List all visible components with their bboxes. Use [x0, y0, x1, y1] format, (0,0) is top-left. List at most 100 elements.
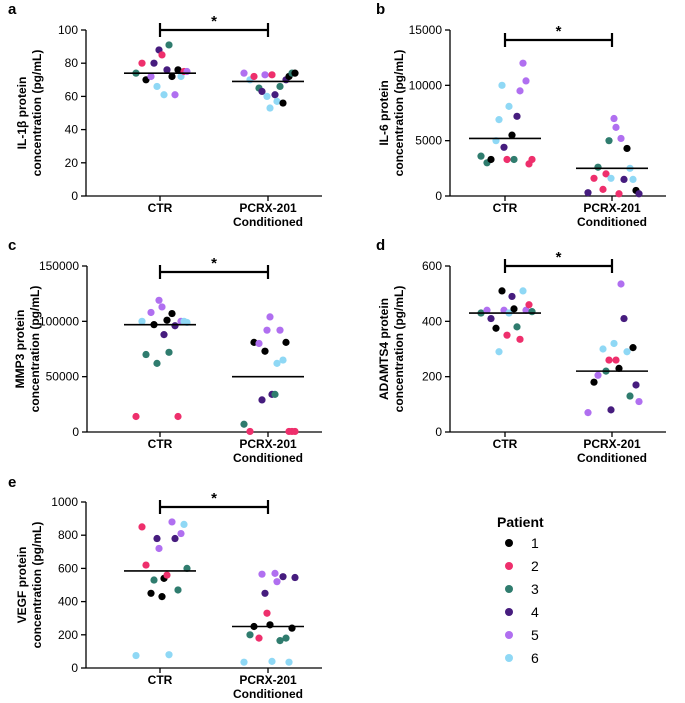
- data-point-patient-3: [153, 359, 161, 367]
- data-point-patient-6: [132, 651, 140, 660]
- data-point-patient-2: [590, 174, 598, 182]
- x-category-label: Conditioned: [233, 215, 303, 229]
- data-point-patient-1: [163, 316, 171, 324]
- data-point-patient-5: [168, 518, 176, 526]
- data-point-patient-1: [590, 378, 598, 386]
- y-tick-label: 200: [58, 628, 78, 642]
- y-axis-label: ADAMTS4 proteinconcentration (pg/mL): [377, 286, 406, 413]
- data-point-patient-5: [273, 578, 281, 586]
- data-point-patient-2: [142, 561, 150, 569]
- x-category-label: CTR: [148, 673, 173, 687]
- y-tick-label: 150000: [39, 259, 79, 273]
- y-tick-label: 0: [72, 425, 79, 439]
- data-point-patient-6: [285, 658, 293, 666]
- legend-swatch-patient-4: [505, 608, 513, 616]
- y-axis-label: MMP3 proteinconcentration (pg/mL): [13, 286, 42, 413]
- y-tick-label: 5000: [415, 134, 442, 148]
- y-tick-label: 600: [422, 259, 442, 273]
- data-point-patient-6: [266, 104, 274, 112]
- data-point-patient-6: [623, 348, 631, 356]
- x-category-label: CTR: [493, 437, 518, 451]
- data-point-patient-2: [255, 634, 263, 642]
- significance-label: *: [556, 249, 562, 266]
- x-category-label: CTR: [148, 437, 173, 451]
- data-point-patient-2: [602, 170, 610, 178]
- data-point-patient-4: [271, 91, 279, 99]
- data-point-patient-5: [635, 397, 643, 406]
- data-point-patient-1: [174, 66, 182, 74]
- data-point-patient-3: [510, 155, 518, 164]
- data-point-patient-5: [617, 134, 625, 143]
- legend-label: 2: [531, 558, 539, 574]
- data-point-patient-6: [273, 97, 281, 105]
- data-point-patient-6: [505, 102, 513, 110]
- data-point-patient-4: [508, 292, 516, 301]
- y-tick-label: 400: [58, 595, 78, 609]
- data-point-patient-6: [165, 651, 173, 659]
- panel-letter: b: [376, 1, 385, 18]
- x-category-label: PCRX-201: [239, 437, 297, 451]
- data-point-patient-5: [240, 69, 248, 77]
- data-point-patient-6: [279, 356, 287, 364]
- legend-label: 5: [531, 627, 539, 643]
- data-point-patient-4: [620, 175, 628, 183]
- data-point-patient-6: [160, 91, 168, 99]
- legend-swatch-patient-6: [505, 654, 513, 662]
- data-point-patient-4: [163, 66, 171, 74]
- data-point-patient-5: [519, 59, 527, 67]
- data-point-patient-3: [276, 82, 284, 91]
- legend-label: 1: [531, 535, 539, 551]
- data-point-patient-5: [276, 326, 284, 334]
- significance-label: *: [211, 255, 217, 272]
- x-category-label: Conditioned: [577, 215, 647, 229]
- data-point-patient-2: [246, 427, 254, 436]
- data-point-patient-5: [147, 308, 155, 317]
- panel-e: e 0 200 400 600 800 1000 CTR PCRX-201Conditioned…: [8, 474, 322, 701]
- data-point-patient-1: [282, 338, 290, 346]
- data-point-patient-5: [522, 306, 530, 314]
- y-tick-label: 60: [65, 89, 79, 103]
- data-point-patient-5: [263, 326, 271, 334]
- y-tick-label: 10000: [409, 78, 443, 92]
- data-point-patient-2: [263, 609, 271, 617]
- data-point-patient-1: [279, 99, 287, 107]
- data-point-patient-3: [150, 576, 158, 584]
- data-point-patient-6: [498, 81, 506, 89]
- data-point-patient-2: [291, 427, 299, 436]
- y-tick-label: 600: [58, 561, 78, 575]
- legend-label: 4: [531, 604, 539, 620]
- y-tick-label: 800: [58, 528, 78, 542]
- data-point-patient-5: [266, 313, 274, 321]
- data-point-patient-5: [183, 67, 191, 76]
- legend-swatch-patient-1: [505, 539, 513, 547]
- data-point-patient-4: [150, 59, 158, 67]
- data-point-patient-1: [261, 347, 269, 355]
- data-point-patient-4: [261, 589, 269, 597]
- data-point-patient-5: [584, 409, 592, 417]
- data-point-patient-5: [271, 569, 279, 577]
- data-point-patient-2: [599, 185, 607, 193]
- data-point-patient-5: [155, 296, 163, 304]
- data-point-patient-1: [168, 309, 176, 318]
- y-tick-label: 0: [435, 189, 442, 203]
- data-point-patient-4: [584, 189, 592, 197]
- data-point-patient-3: [165, 41, 173, 49]
- data-point-patient-6: [263, 92, 271, 100]
- significance-bracket: [158, 265, 270, 279]
- data-point-patient-2: [132, 412, 140, 421]
- data-point-patient-4: [635, 190, 643, 198]
- data-point-patient-2: [158, 51, 166, 59]
- y-tick-label: 200: [422, 370, 442, 384]
- legend-label: 3: [531, 581, 539, 597]
- x-category-label: PCRX-201: [583, 437, 641, 451]
- data-point-patient-4: [291, 573, 299, 582]
- data-point-patient-2: [138, 523, 146, 531]
- data-point-patient-1: [288, 624, 296, 632]
- data-point-patient-4: [171, 322, 179, 330]
- legend-swatch-patient-3: [505, 585, 513, 593]
- data-point-patient-1: [291, 69, 299, 77]
